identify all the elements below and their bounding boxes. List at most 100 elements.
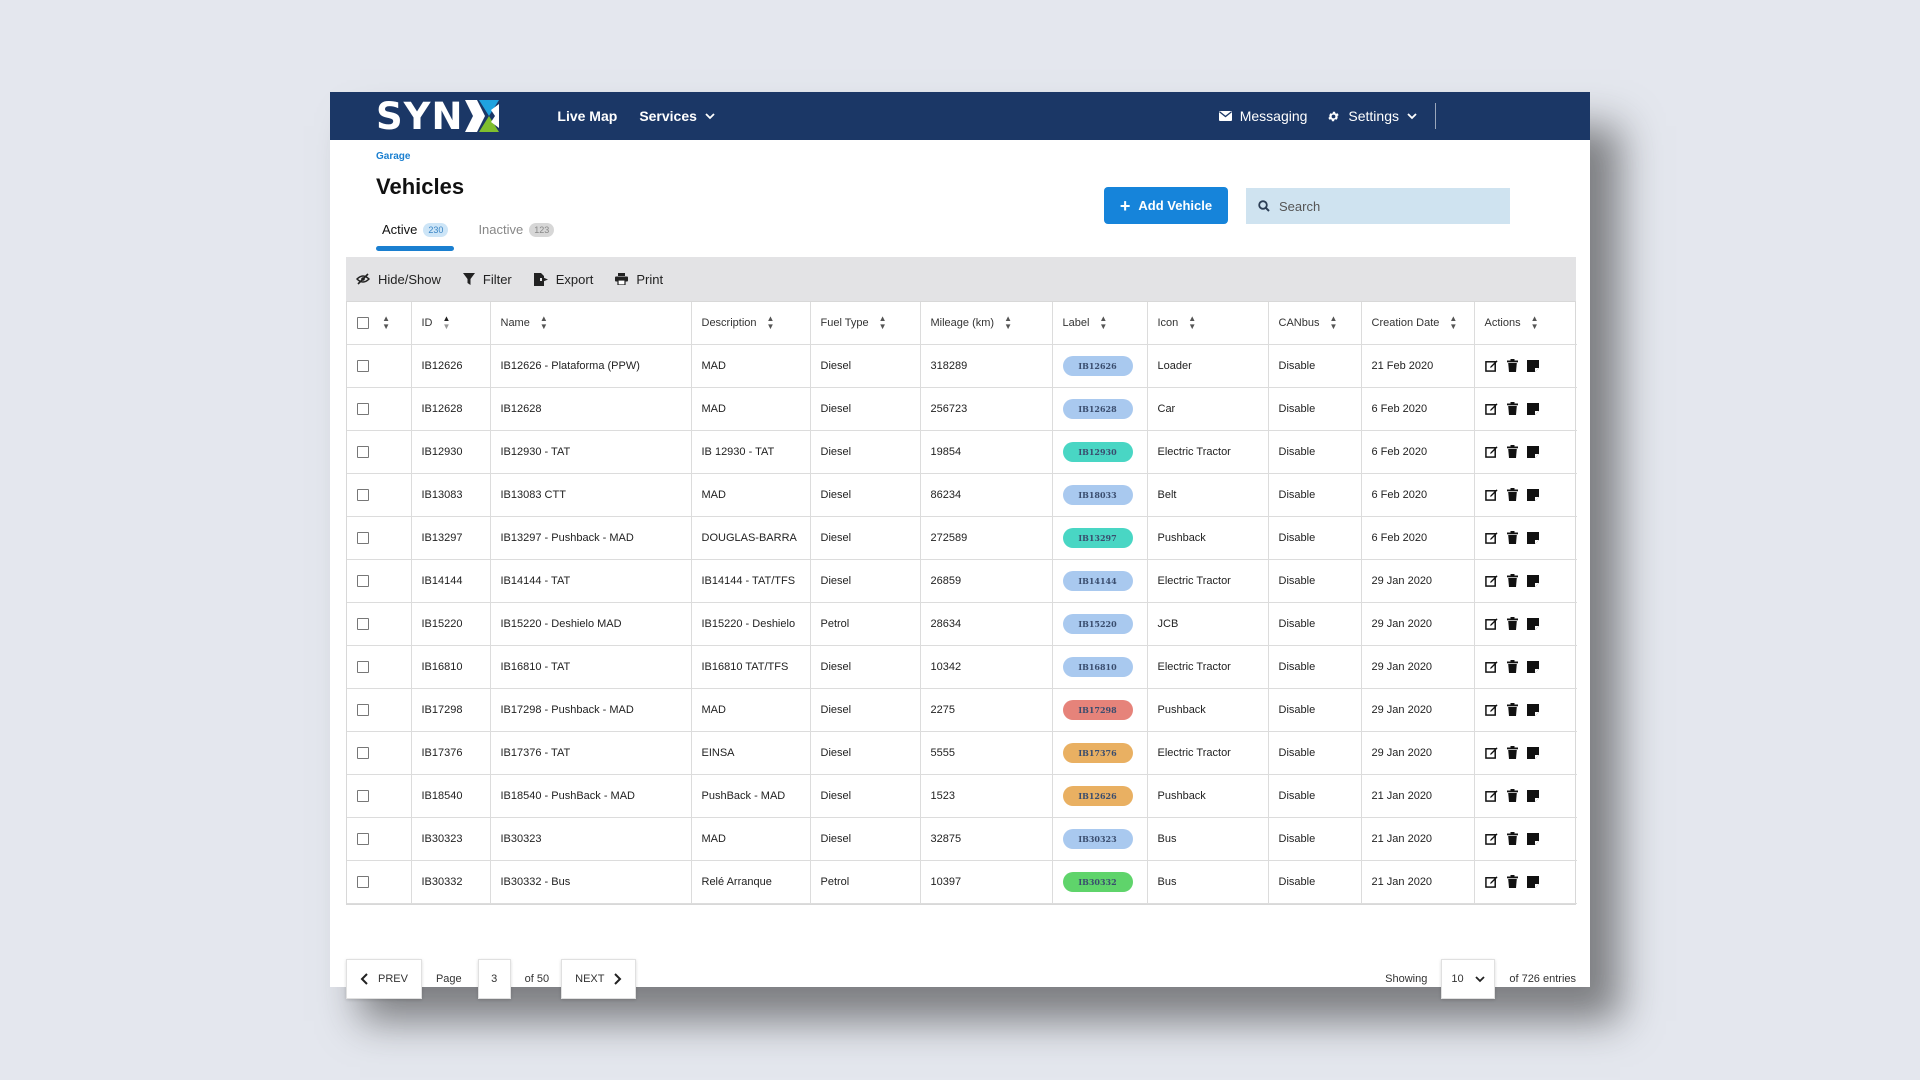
edit-icon[interactable] bbox=[1484, 617, 1498, 630]
trash-icon[interactable] bbox=[1506, 531, 1518, 544]
search-input[interactable] bbox=[1279, 198, 1479, 214]
export-button[interactable]: Export bbox=[533, 272, 593, 287]
row-checkbox[interactable] bbox=[357, 746, 369, 759]
table-row[interactable]: IB15220 IB15220 - Deshielo MAD IB15220 - D… bbox=[347, 602, 1577, 646]
edit-icon[interactable] bbox=[1484, 703, 1498, 716]
trash-icon[interactable] bbox=[1506, 574, 1518, 587]
nav-services[interactable]: Services bbox=[639, 108, 715, 124]
sort-asc-icon[interactable]: ▲ ▼ bbox=[442, 313, 451, 331]
row-checkbox[interactable] bbox=[357, 402, 369, 415]
row-checkbox[interactable] bbox=[357, 359, 369, 372]
nav-live-map[interactable]: Live Map bbox=[557, 108, 617, 124]
sort-icon[interactable]: ▲ ▼ bbox=[1099, 313, 1108, 331]
trash-icon[interactable] bbox=[1506, 875, 1518, 888]
sort-icon[interactable]: ▲ ▼ bbox=[382, 313, 390, 331]
note-icon[interactable] bbox=[1526, 789, 1539, 802]
edit-icon[interactable] bbox=[1484, 531, 1498, 544]
sort-icon[interactable]: ▲ ▼ bbox=[1004, 313, 1012, 331]
tab-active[interactable]: Active 230 bbox=[376, 222, 455, 251]
nav-messaging[interactable]: Messaging bbox=[1218, 108, 1307, 124]
note-icon[interactable] bbox=[1526, 574, 1539, 587]
tab-inactive[interactable]: Inactive 123 bbox=[472, 222, 560, 251]
column-header-creation-date[interactable]: Creation Date ▲ ▼ bbox=[1361, 302, 1475, 345]
select-all-checkbox[interactable] bbox=[357, 316, 369, 329]
page-size-select[interactable]: 10 bbox=[1441, 959, 1496, 999]
prev-page-button[interactable]: PREV bbox=[346, 959, 422, 999]
edit-icon[interactable] bbox=[1484, 402, 1498, 415]
row-checkbox[interactable] bbox=[357, 703, 369, 716]
table-row[interactable]: IB12626 IB12626 - Plataforma (PPW) MAD Dies… bbox=[347, 344, 1577, 388]
table-row[interactable]: IB30323 IB30323 MAD Diesel 32875 IB30323 Bus Di… bbox=[347, 817, 1577, 861]
table-row[interactable]: IB12930 IB12930 - TAT IB 12930 - TAT Diesel… bbox=[347, 430, 1577, 474]
trash-icon[interactable] bbox=[1506, 359, 1518, 372]
note-icon[interactable] bbox=[1526, 875, 1539, 888]
next-page-button[interactable]: NEXT bbox=[561, 959, 637, 999]
sort-icon[interactable]: ▲ ▼ bbox=[766, 313, 775, 331]
trash-icon[interactable] bbox=[1506, 445, 1518, 458]
trash-icon[interactable] bbox=[1506, 746, 1518, 759]
edit-icon[interactable] bbox=[1484, 488, 1498, 501]
table-row[interactable]: IB30332 IB30332 - Bus Relé Arranque Petrol 1… bbox=[347, 860, 1577, 904]
note-icon[interactable] bbox=[1526, 832, 1539, 845]
note-icon[interactable] bbox=[1526, 703, 1539, 716]
table-row[interactable]: IB18540 IB18540 - PushBack - MAD PushBack … bbox=[347, 774, 1577, 818]
row-checkbox[interactable] bbox=[357, 488, 369, 501]
trash-icon[interactable] bbox=[1506, 488, 1518, 501]
breadcrumb[interactable]: Garage bbox=[376, 151, 411, 162]
synx-logo[interactable]: SYN bbox=[376, 95, 500, 138]
note-icon[interactable] bbox=[1526, 402, 1539, 415]
table-row[interactable]: IB13297 IB13297 - Pushback - MAD DOUGLAS-B… bbox=[347, 516, 1577, 560]
row-checkbox[interactable] bbox=[357, 875, 369, 888]
add-vehicle-button[interactable]: + Add Vehicle bbox=[1104, 187, 1228, 224]
note-icon[interactable] bbox=[1526, 617, 1539, 630]
page-number-input[interactable]: 3 bbox=[477, 959, 511, 999]
column-header-actions[interactable]: Actions ▲ ▼ bbox=[1474, 302, 1577, 345]
column-header-mileage[interactable]: Mileage (km) ▲ ▼ bbox=[920, 302, 1053, 345]
trash-icon[interactable] bbox=[1506, 832, 1518, 845]
hide-show-button[interactable]: Hide/Show bbox=[356, 272, 441, 287]
column-header-name[interactable]: Name ▲ ▼ bbox=[490, 302, 692, 345]
row-checkbox[interactable] bbox=[357, 531, 369, 544]
note-icon[interactable] bbox=[1526, 488, 1539, 501]
edit-icon[interactable] bbox=[1484, 832, 1498, 845]
sort-icon[interactable]: ▲ ▼ bbox=[878, 313, 887, 331]
trash-icon[interactable] bbox=[1506, 789, 1518, 802]
column-header-icon[interactable]: Icon ▲ ▼ bbox=[1147, 302, 1269, 345]
sort-icon[interactable]: ▲ ▼ bbox=[1449, 313, 1458, 331]
sort-icon[interactable]: ▲ ▼ bbox=[539, 313, 548, 331]
table-row[interactable]: IB12628 IB12628 MAD Diesel 256723 IB12628 Car D… bbox=[347, 387, 1577, 431]
table-row[interactable]: IB14144 IB14144 - TAT IB14144 - TAT/TFS Die… bbox=[347, 559, 1577, 603]
edit-icon[interactable] bbox=[1484, 359, 1498, 372]
trash-icon[interactable] bbox=[1506, 402, 1518, 415]
table-row[interactable]: IB16810 IB16810 - TAT IB16810 TAT/TFS Diese… bbox=[347, 645, 1577, 689]
edit-icon[interactable] bbox=[1484, 875, 1498, 888]
row-checkbox[interactable] bbox=[357, 617, 369, 630]
row-checkbox[interactable] bbox=[357, 789, 369, 802]
note-icon[interactable] bbox=[1526, 359, 1539, 372]
row-checkbox[interactable] bbox=[357, 445, 369, 458]
nav-settings[interactable]: Settings bbox=[1327, 108, 1417, 124]
note-icon[interactable] bbox=[1526, 445, 1539, 458]
row-checkbox[interactable] bbox=[357, 832, 369, 845]
trash-icon[interactable] bbox=[1506, 660, 1518, 673]
trash-icon[interactable] bbox=[1506, 617, 1518, 630]
edit-icon[interactable] bbox=[1484, 574, 1498, 587]
column-header-id[interactable]: ID ▲ ▼ bbox=[411, 302, 491, 345]
table-row[interactable]: IB13083 IB13083 CTT MAD Diesel 86234 IB18033 B… bbox=[347, 473, 1577, 517]
column-header-description[interactable]: Description ▲ ▼ bbox=[691, 302, 811, 345]
column-header-fuel-type[interactable]: Fuel Type ▲ ▼ bbox=[810, 302, 921, 345]
column-header-canbus[interactable]: CANbus ▲ ▼ bbox=[1268, 302, 1362, 345]
filter-button[interactable]: Filter bbox=[462, 272, 512, 287]
sort-icon[interactable]: ▲ ▼ bbox=[1530, 313, 1539, 331]
row-checkbox[interactable] bbox=[357, 574, 369, 587]
sort-icon[interactable]: ▲ ▼ bbox=[1329, 313, 1338, 331]
row-checkbox[interactable] bbox=[357, 660, 369, 673]
print-button[interactable]: Print bbox=[615, 272, 663, 287]
note-icon[interactable] bbox=[1526, 746, 1539, 759]
table-row[interactable]: IB17376 IB17376 - TAT EINSA Diesel 5555 IB173… bbox=[347, 731, 1577, 775]
edit-icon[interactable] bbox=[1484, 445, 1498, 458]
trash-icon[interactable] bbox=[1506, 703, 1518, 716]
column-header-label-col[interactable]: Label ▲ ▼ bbox=[1052, 302, 1148, 345]
note-icon[interactable] bbox=[1526, 531, 1539, 544]
edit-icon[interactable] bbox=[1484, 746, 1498, 759]
